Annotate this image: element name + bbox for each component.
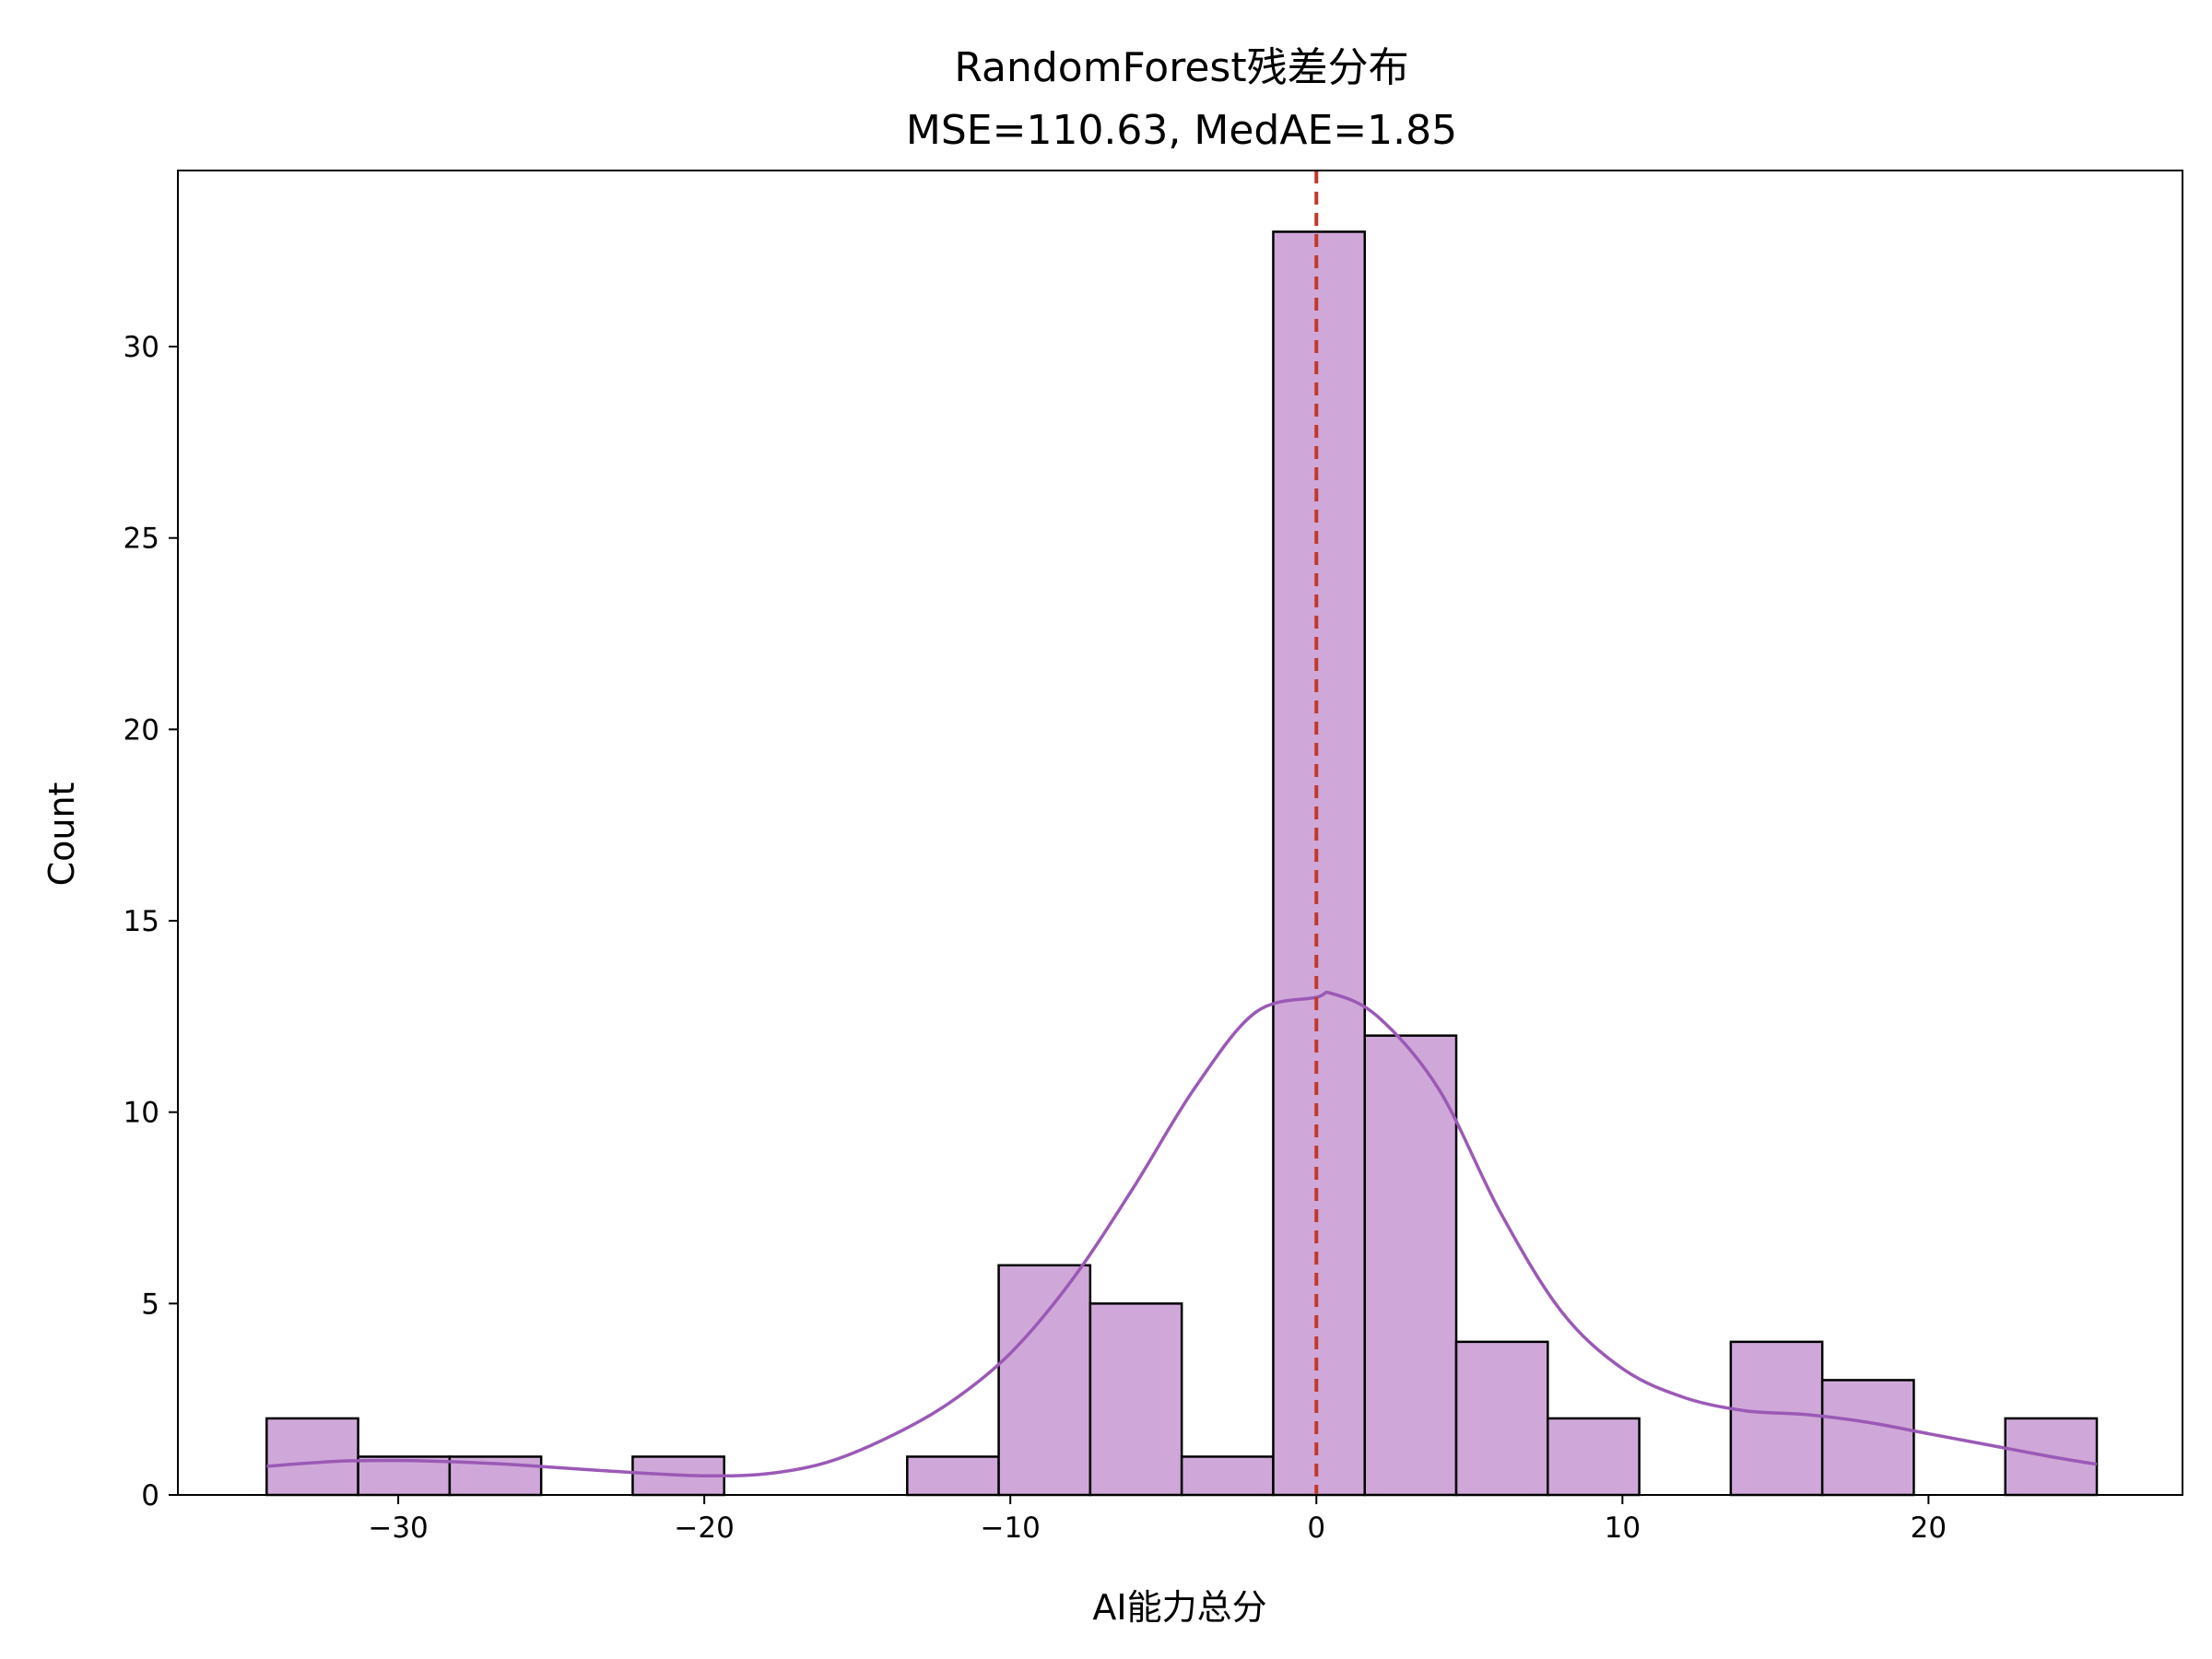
y-tick-label: 25 [124, 523, 159, 556]
x-tick-label: 10 [1605, 1512, 1641, 1545]
x-tick-label: −20 [674, 1512, 734, 1545]
kde-curve [266, 990, 2098, 1478]
x-tick-label: −10 [980, 1512, 1040, 1545]
histogram-bar-10 [1180, 1455, 1275, 1497]
histogram-bar-13 [1454, 1340, 1549, 1497]
y-tick-label: 20 [124, 713, 159, 747]
kde-layer [266, 990, 2098, 1478]
histogram-bar-0 [265, 1417, 359, 1497]
histogram-bar-7 [906, 1455, 1000, 1497]
y-axis-label: Count [41, 782, 82, 887]
histogram-bar-14 [1547, 1417, 1641, 1497]
x-axis-label: AI能力总分 [1092, 1587, 1266, 1628]
histogram-bar-12 [1363, 1034, 1458, 1497]
histogram-bar-17 [1820, 1379, 1915, 1497]
histogram-bar-9 [1088, 1302, 1183, 1497]
x-tick-label: −30 [368, 1512, 428, 1545]
plot-frame [177, 170, 2183, 1496]
histogram-bar-16 [1729, 1340, 1824, 1497]
x-axis-ticks: −30 −20 −10 0 10 20 [368, 1495, 1947, 1545]
x-tick-label: 0 [1307, 1512, 1325, 1545]
histogram-bar-11 [1272, 230, 1366, 1497]
chart-title-line2: MSE=110.63, MedAE=1.85 [906, 107, 1457, 154]
histogram-bars [265, 230, 2099, 1497]
y-tick-label: 5 [141, 1288, 159, 1321]
histogram-bar-8 [997, 1264, 1092, 1497]
chart-title-line1: RandomForest残差分布 [954, 44, 1408, 91]
y-tick-label: 0 [141, 1479, 159, 1512]
y-tick-label: 15 [124, 905, 159, 938]
y-tick-label: 30 [124, 331, 159, 364]
y-axis-ticks: 0 5 10 15 20 25 30 [124, 331, 178, 1512]
x-tick-label: 20 [1911, 1512, 1947, 1545]
y-tick-label: 10 [124, 1097, 159, 1130]
